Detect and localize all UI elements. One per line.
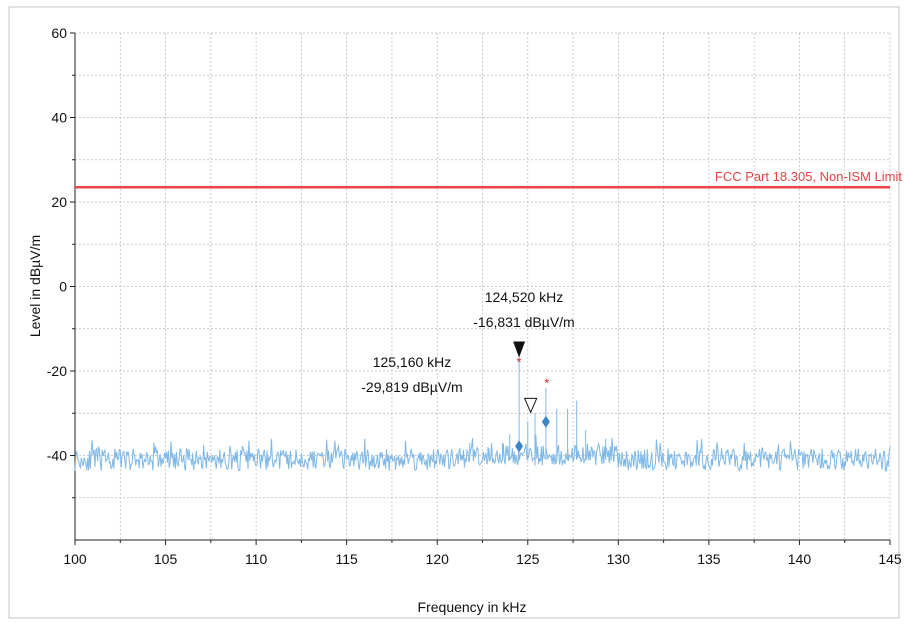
marker1-frequency-label: 124,520 kHz xyxy=(485,289,564,305)
x-tick-label: 130 xyxy=(607,551,631,567)
y-axis-title: Level in dBµV/m xyxy=(27,235,43,337)
x-tick-label: 135 xyxy=(697,551,721,567)
marker1-level-label: -16,831 dBµV/m xyxy=(473,314,574,330)
x-tick-label: 100 xyxy=(63,551,87,567)
y-tick-label: -20 xyxy=(47,363,67,379)
marker2-frequency-label: 125,160 kHz xyxy=(373,354,452,370)
x-axis-ticks: 100 105 110 115 120 125 130 135 140 145 xyxy=(63,540,902,567)
x-tick-label: 140 xyxy=(788,551,812,567)
y-tick-label: 0 xyxy=(59,279,67,295)
axes xyxy=(74,33,890,541)
chart-border xyxy=(8,6,900,619)
x-tick-label: 120 xyxy=(426,551,450,567)
average-marker xyxy=(515,440,524,453)
y-tick-label: 60 xyxy=(51,25,67,41)
y-tick-label: -40 xyxy=(47,448,67,464)
quasi-peak-marker: * xyxy=(517,354,522,369)
x-tick-label: 115 xyxy=(336,551,359,567)
y-tick-label: 40 xyxy=(51,110,67,126)
peak-marker-filled xyxy=(513,341,526,358)
x-tick-label: 145 xyxy=(878,551,902,567)
measurement-trace xyxy=(74,357,891,472)
y-axis-ticks: -40 -20 0 20 40 60 xyxy=(47,25,75,499)
x-axis-title: Frequency in kHz xyxy=(418,599,527,615)
grid xyxy=(74,32,891,541)
x-tick-label: 125 xyxy=(516,551,540,567)
x-tick-label: 110 xyxy=(245,551,268,567)
average-marker xyxy=(541,415,550,428)
quasi-peak-marker: * xyxy=(544,376,549,391)
limit-line-label: FCC Part 18.305, Non-ISM Limit xyxy=(715,169,903,184)
y-tick-label: 20 xyxy=(51,194,67,210)
markers: ** xyxy=(513,341,550,453)
peak-marker-open xyxy=(523,397,538,414)
marker2-level-label: -29,819 dBµV/m xyxy=(361,379,462,395)
x-tick-label: 105 xyxy=(154,551,178,567)
